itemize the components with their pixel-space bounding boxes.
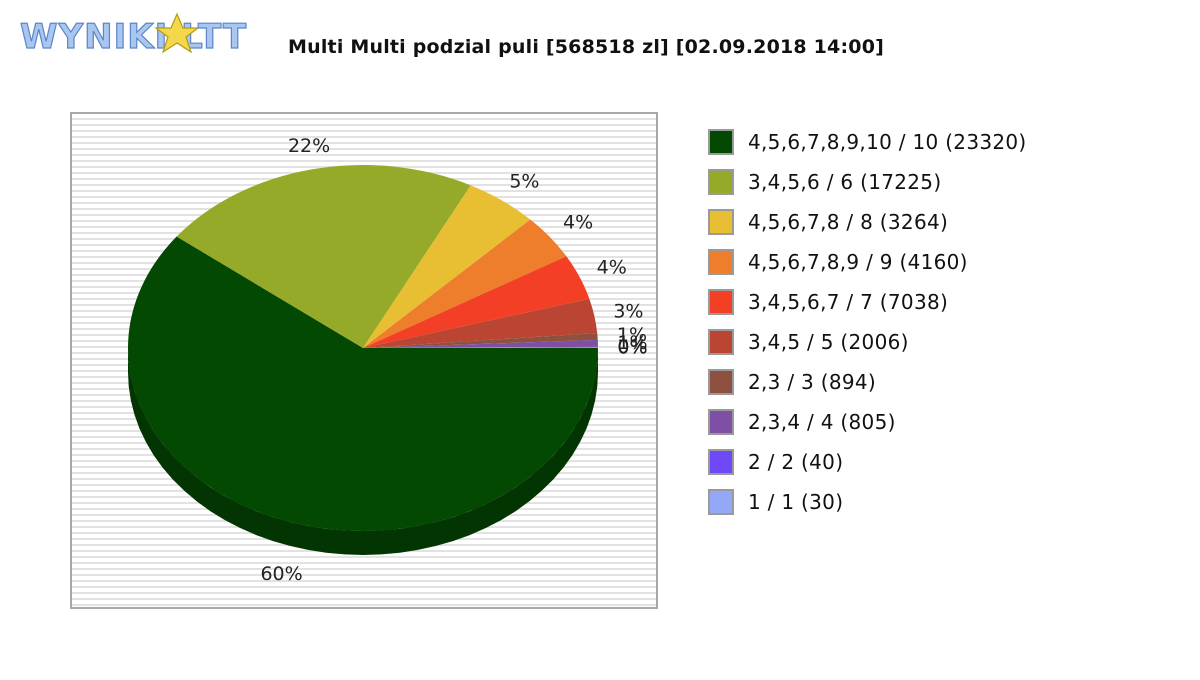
pie-slice-8 bbox=[363, 346, 599, 348]
legend-item-8: 2 / 2 (40) bbox=[708, 442, 1027, 482]
wyniki-lotto-logo: WYNIKI L TTO bbox=[19, 12, 248, 58]
legend-item-4: 3,4,5,6,7 / 7 (7038) bbox=[708, 282, 1027, 322]
pie-label-7: 1% bbox=[617, 332, 647, 354]
legend-item-1: 3,4,5,6 / 6 (17225) bbox=[708, 162, 1027, 202]
legend-swatch bbox=[708, 169, 734, 195]
pie-label-3: 4% bbox=[563, 212, 593, 234]
pie-slice-2 bbox=[363, 185, 531, 348]
pie-slice-0 bbox=[127, 236, 598, 532]
legend-label: 3,4,5,6,7 / 7 (7038) bbox=[748, 290, 949, 314]
svg-text:TTO: TTO bbox=[198, 17, 248, 57]
legend-item-0: 4,5,6,7,8,9,10 / 10 (23320) bbox=[708, 122, 1027, 162]
pie-slice-3 bbox=[363, 219, 567, 348]
pie-slice-4 bbox=[363, 256, 590, 348]
pie-slice-5 bbox=[363, 298, 598, 348]
legend-item-2: 4,5,6,7,8 / 8 (3264) bbox=[708, 202, 1027, 242]
pie-label-9: 0% bbox=[617, 337, 647, 359]
legend-label: 2,3,4 / 4 (805) bbox=[748, 410, 896, 434]
legend-item-6: 2,3 / 3 (894) bbox=[708, 362, 1027, 402]
pie-label-0: 60% bbox=[260, 563, 302, 585]
legend-swatch bbox=[708, 329, 734, 355]
chart-title: Multi Multi podzial puli [568518 zl] [02… bbox=[288, 36, 885, 58]
legend-label: 4,5,6,7,8,9,10 / 10 (23320) bbox=[748, 130, 1027, 154]
pie-slice-7 bbox=[363, 339, 598, 348]
pie-label-6: 1% bbox=[617, 324, 647, 346]
legend-swatch bbox=[708, 289, 734, 315]
pie-slice-9 bbox=[363, 347, 599, 348]
pie-label-4: 4% bbox=[597, 257, 627, 279]
pie-slice-1 bbox=[176, 165, 471, 348]
legend-swatch bbox=[708, 489, 734, 515]
legend-label: 1 / 1 (30) bbox=[748, 490, 844, 514]
legend-swatch bbox=[708, 209, 734, 235]
legend-label: 3,4,5 / 5 (2006) bbox=[748, 330, 909, 354]
pie-label-8: 0% bbox=[617, 336, 647, 358]
legend-label: 3,4,5,6 / 6 (17225) bbox=[748, 170, 942, 194]
legend-label: 4,5,6,7,8 / 8 (3264) bbox=[748, 210, 949, 234]
legend-item-9: 1 / 1 (30) bbox=[708, 482, 1027, 522]
legend-swatch bbox=[708, 409, 734, 435]
pie-label-5: 3% bbox=[613, 301, 643, 323]
legend: 4,5,6,7,8,9,10 / 10 (23320) 3,4,5,6 / 6 (… bbox=[708, 122, 1027, 522]
legend-label: 2 / 2 (40) bbox=[748, 450, 844, 474]
pie-slice-6 bbox=[363, 332, 598, 348]
pie-label-2: 5% bbox=[509, 170, 539, 192]
legend-swatch bbox=[708, 129, 734, 155]
legend-item-3: 4,5,6,7,8,9 / 9 (4160) bbox=[708, 242, 1027, 282]
star-icon bbox=[154, 12, 200, 54]
legend-label: 4,5,6,7,8,9 / 9 (4160) bbox=[748, 250, 968, 274]
legend-label: 2,3 / 3 (894) bbox=[748, 370, 877, 394]
pie-label-1: 22% bbox=[288, 135, 330, 157]
legend-item-5: 3,4,5 / 5 (2006) bbox=[708, 322, 1027, 362]
legend-item-7: 2,3,4 / 4 (805) bbox=[708, 402, 1027, 442]
legend-swatch bbox=[708, 249, 734, 275]
legend-swatch bbox=[708, 449, 734, 475]
legend-swatch bbox=[708, 369, 734, 395]
